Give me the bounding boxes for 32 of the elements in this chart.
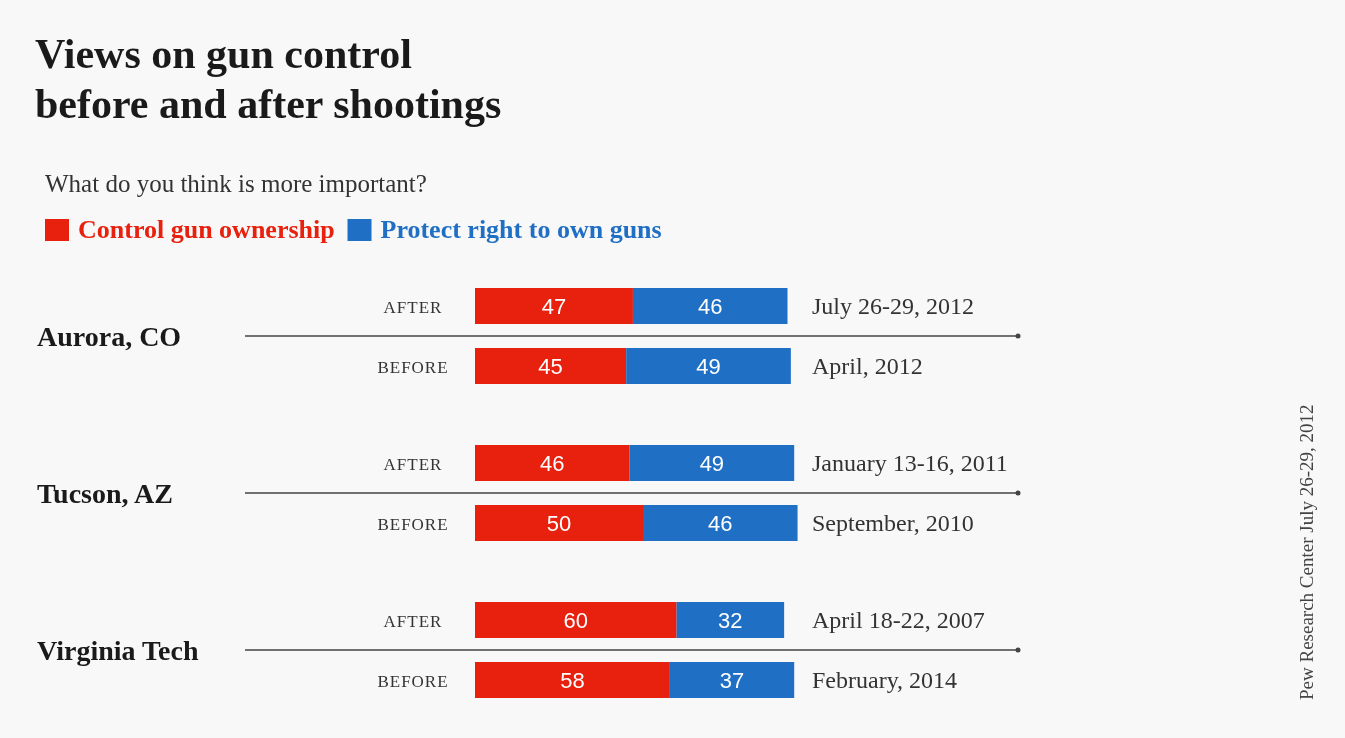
data-label: 49 [699, 451, 725, 476]
data-label: 32 [718, 608, 743, 633]
legend-label: Control gun ownership [78, 215, 335, 244]
data-label: 47 [541, 294, 567, 319]
y-tick-label: AFTER [383, 455, 443, 474]
y-tick-label: AFTER [383, 298, 443, 317]
legend-label: Protect right to own guns [380, 215, 662, 244]
text: April, 2012 [812, 353, 923, 379]
data-label: 45 [538, 354, 563, 379]
data-label: 50 [546, 511, 572, 536]
text: Virginia Tech [37, 635, 199, 666]
data-label: 49 [696, 354, 721, 379]
data-label: 58 [560, 668, 585, 693]
data-label: 46 [540, 451, 565, 476]
y-tick-label: BEFORE [377, 358, 449, 377]
chart-title: Views on gun control before and after shootings [35, 31, 502, 127]
y-tick-label: BEFORE [377, 515, 449, 534]
y-tick-label: BEFORE [377, 672, 449, 691]
text: September, 2010 [812, 510, 974, 536]
data-label: 37 [719, 668, 745, 693]
data-label: 46 [708, 511, 733, 536]
y-tick-label: AFTER [383, 612, 443, 631]
text: January 13-16, 2011 [812, 450, 1008, 476]
data-label: 60 [563, 608, 589, 633]
text: What do you think is more important? [45, 170, 427, 197]
text: Aurora, CO [37, 321, 182, 352]
text: April 18-22, 2007 [812, 607, 985, 633]
data-label: 46 [697, 294, 723, 319]
text: February, 2014 [812, 667, 958, 693]
text: July 26-29, 2012 [812, 293, 974, 319]
text: Pew Research Center July 26-29, 2012 [1296, 404, 1317, 700]
text: Tucson, AZ [37, 478, 173, 509]
